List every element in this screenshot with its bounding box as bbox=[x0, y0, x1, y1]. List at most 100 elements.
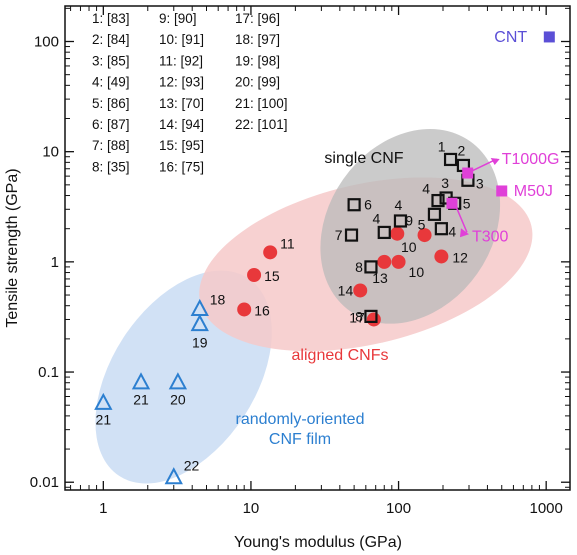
reference-3: 3: [85] bbox=[92, 53, 130, 68]
reference-14: 14: [94] bbox=[159, 117, 204, 132]
region-label-0-0: randomly-oriented bbox=[236, 411, 365, 428]
marker-s1-6 bbox=[391, 254, 406, 269]
reference-6: 6: [87] bbox=[92, 117, 130, 132]
marker-s1-9 bbox=[434, 249, 449, 264]
marker-s3-2 bbox=[446, 197, 458, 209]
point-label-s2-10: 1 bbox=[438, 138, 446, 154]
point-label-s0-2: 20 bbox=[170, 392, 186, 408]
point-label-s0-1: 21 bbox=[133, 392, 149, 408]
point-label-s1-2: 11 bbox=[280, 235, 295, 251]
arrow-T300 bbox=[455, 206, 468, 233]
reference-list: 1: [83] 2: [84] 3: [85] 4: [49] 5: [86] 6: [8… bbox=[92, 11, 288, 174]
axis-ticks: 1 10 100 1000 0.01 0.1 1 10 100 bbox=[30, 6, 570, 517]
point-label-s1-1: 15 bbox=[264, 268, 280, 284]
reference-22: 22: [101] bbox=[235, 117, 288, 132]
marker-s2-5 bbox=[364, 309, 378, 323]
point-label-s0-0: 21 bbox=[96, 411, 112, 427]
region-label-1-0: aligned CNFs bbox=[292, 347, 389, 364]
point-label-s2-2: 4 bbox=[372, 210, 380, 226]
arrowhead-T300 bbox=[459, 228, 469, 238]
reference-17: 17: [96] bbox=[235, 11, 280, 26]
point-label-s2-12: 3 bbox=[476, 175, 484, 191]
x-tick-label-2: 100 bbox=[386, 500, 411, 517]
reference-4: 4: [49] bbox=[92, 75, 130, 90]
marker-s2-1 bbox=[344, 228, 359, 242]
point-label-s2-3: 4 bbox=[395, 197, 403, 213]
y-tick-label-2: 1 bbox=[51, 254, 59, 271]
region-label-2-0: single CNF bbox=[324, 150, 403, 167]
reference-21: 21: [100] bbox=[235, 96, 288, 111]
marker-s1-2 bbox=[263, 245, 278, 260]
point-label-s3-0: T1000G bbox=[502, 151, 560, 168]
marker-s1-8 bbox=[417, 228, 432, 243]
point-label-s2-11: 2 bbox=[458, 142, 466, 158]
point-label-s2-6: 5 bbox=[418, 216, 426, 232]
reference-20: 20: [99] bbox=[235, 75, 280, 90]
point-label-s2-7: 4 bbox=[422, 181, 430, 197]
marker-s0-3 bbox=[164, 467, 183, 485]
marker-s1-3 bbox=[353, 283, 368, 298]
point-label-s4-0: CNT bbox=[494, 29, 527, 46]
point-label-s1-0: 16 bbox=[254, 302, 270, 318]
point-label-s0-5: 19 bbox=[192, 335, 208, 351]
reference-16: 16: [75] bbox=[159, 159, 204, 174]
point-label-s2-13: 5 bbox=[463, 195, 471, 211]
y-tick-label-3: 10 bbox=[42, 144, 59, 161]
marker-s1-0 bbox=[237, 302, 252, 317]
marker-s2-2 bbox=[377, 225, 391, 240]
reference-8: 8: [35] bbox=[92, 159, 130, 174]
point-label-s0-4: 18 bbox=[210, 291, 226, 307]
marker-s2-10 bbox=[443, 152, 458, 167]
point-label-s1-8: 10 bbox=[401, 239, 417, 255]
x-tick-label-3: 1000 bbox=[529, 500, 562, 517]
marker-s2-4 bbox=[364, 260, 378, 274]
point-label-s2-1: 7 bbox=[335, 227, 343, 243]
plot-frame bbox=[64, 5, 571, 491]
marker-s0-1 bbox=[131, 372, 151, 390]
marker-s4-0 bbox=[543, 31, 555, 43]
reference-18: 18: [97] bbox=[235, 32, 280, 47]
y-axis-label: Tensile strength (GPa) bbox=[4, 168, 21, 327]
marker-s3-0 bbox=[462, 167, 474, 179]
point-label-s1-4: 17 bbox=[349, 309, 365, 325]
marker-s2-0 bbox=[347, 198, 361, 212]
reference-19: 19: [98] bbox=[235, 53, 280, 68]
reference-10: 10: [91] bbox=[159, 32, 204, 47]
marker-s1-5 bbox=[377, 254, 392, 269]
region-label-0-1: CNF film bbox=[269, 431, 331, 448]
y-tick-label-4: 100 bbox=[34, 34, 59, 51]
reference-1: 1: [83] bbox=[92, 11, 130, 26]
reference-5: 5: [86] bbox=[92, 96, 130, 111]
reference-12: 12: [93] bbox=[159, 75, 204, 90]
reference-2: 2: [84] bbox=[92, 32, 130, 47]
point-label-s2-0: 6 bbox=[364, 197, 372, 213]
point-label-s1-7: 9 bbox=[405, 213, 413, 229]
y-tick-label-1: 0.1 bbox=[38, 364, 59, 381]
y-tick-label-0: 0.01 bbox=[30, 474, 59, 491]
arrowhead-T1000G bbox=[490, 158, 500, 166]
shaded-regions bbox=[95, 129, 533, 484]
marker-s3-1 bbox=[496, 185, 508, 197]
marker-s0-0 bbox=[94, 392, 113, 410]
x-tick-label-0: 1 bbox=[99, 500, 107, 517]
marker-s1-7 bbox=[390, 226, 405, 241]
reference-7: 7: [88] bbox=[92, 138, 130, 153]
region-2 bbox=[320, 129, 501, 324]
reference-13: 13: [70] bbox=[159, 96, 204, 111]
point-label-s1-6: 10 bbox=[409, 264, 425, 280]
x-axis-label: Young's modulus (GPa) bbox=[234, 534, 402, 551]
point-label-s2-8: 4 bbox=[448, 224, 456, 240]
region-labels: randomly-oriented CNF film aligned CNFs sin… bbox=[236, 150, 404, 448]
point-label-s1-3: 14 bbox=[338, 282, 354, 298]
reference-9: 9: [90] bbox=[159, 11, 197, 26]
marker-s1-1 bbox=[247, 267, 262, 282]
point-label-s1-5: 13 bbox=[372, 270, 388, 286]
marker-s2-7 bbox=[431, 193, 445, 208]
point-label-s3-1: M50J bbox=[514, 183, 553, 200]
point-label-s1-9: 12 bbox=[452, 249, 468, 265]
point-label-s2-4: 8 bbox=[355, 259, 363, 275]
marker-s2-8 bbox=[434, 222, 448, 236]
point-label-s2-9: 3 bbox=[441, 175, 449, 191]
